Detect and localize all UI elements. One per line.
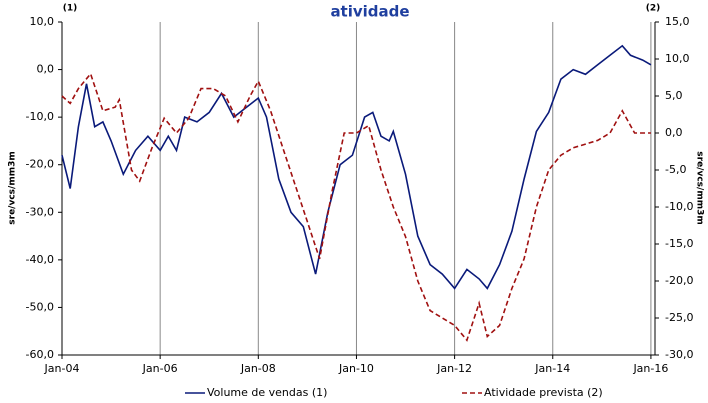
series-line: [61, 44, 652, 290]
right-note: (2): [646, 4, 661, 14]
y-tick-label: -60,0: [26, 348, 54, 361]
x-tick-label: Jan-12: [436, 362, 472, 375]
x-tick-label: Jan-06: [142, 362, 178, 375]
x-tick-label: Jan-08: [240, 362, 276, 375]
y2-tick-label: -15,0: [665, 237, 693, 250]
x-tick-label: Jan-16: [632, 362, 668, 375]
y2-tick-label: -25,0: [665, 311, 693, 324]
y2-tick-label: -10,0: [665, 200, 693, 213]
y-axis-label: sre/vcs/mm3m: [8, 151, 18, 224]
x-tick-label: Jan-10: [338, 362, 374, 375]
y-tick-label: 10,0: [30, 15, 55, 28]
y-tick-label: -50,0: [26, 300, 54, 313]
series-line: [61, 72, 651, 342]
left-note: (1): [63, 4, 78, 14]
y-tick-label: -20,0: [26, 158, 54, 171]
y2-tick-label: 15,0: [665, 15, 690, 28]
x-tick-label: Jan-14: [534, 362, 570, 375]
legend-label: Atividade prevista (2): [484, 386, 603, 399]
y-tick-label: 0,0: [37, 63, 55, 76]
y2-tick-label: -5,0: [665, 163, 686, 176]
chart-title: atividade: [330, 3, 409, 21]
y2-tick-label: 5,0: [665, 89, 683, 102]
y2-tick-label: -30,0: [665, 348, 693, 361]
y2-tick-label: -20,0: [665, 274, 693, 287]
y-tick-label: -30,0: [26, 205, 54, 218]
legend-label: Volume de vendas (1): [207, 386, 327, 399]
y2-tick-label: 10,0: [665, 52, 690, 65]
y-tick-label: -10,0: [26, 110, 54, 123]
y2-tick-label: 0,0: [665, 126, 683, 139]
y2-axis-label: sre/vcs/mm3m: [695, 151, 705, 224]
y-tick-label: -40,0: [26, 253, 54, 266]
x-tick-label: Jan-04: [44, 362, 80, 375]
